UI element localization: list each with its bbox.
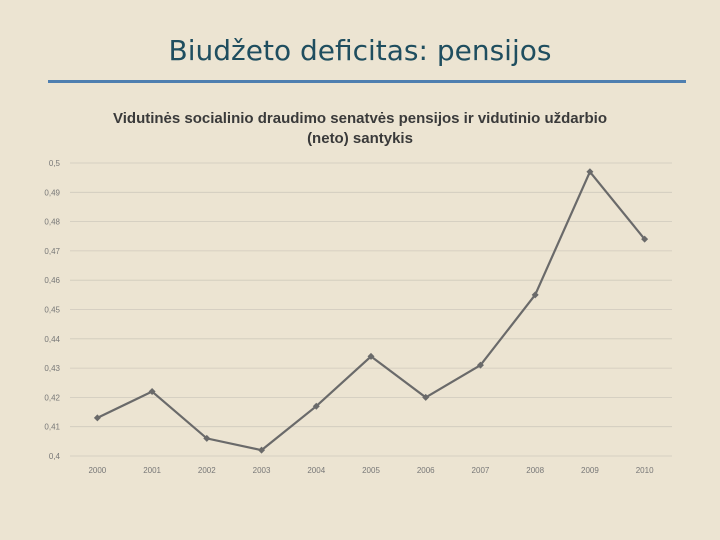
- data-point: [586, 168, 594, 176]
- data-point: [312, 402, 320, 410]
- y-tick-label: 0,47: [44, 247, 60, 256]
- data-point: [531, 291, 539, 299]
- x-tick-label: 2010: [636, 466, 654, 475]
- y-tick-label: 0,46: [44, 276, 60, 285]
- x-tick-label: 2005: [362, 466, 380, 475]
- x-tick-label: 2000: [88, 466, 106, 475]
- data-point: [367, 352, 375, 360]
- y-tick-label: 0,41: [44, 423, 60, 432]
- y-tick-label: 0,43: [44, 364, 60, 373]
- chart-title-line-2: (neto) santykis: [307, 130, 413, 147]
- series-line: [96, 169, 646, 452]
- data-point: [641, 235, 649, 243]
- x-tick-label: 2007: [472, 466, 490, 475]
- data-point: [203, 434, 211, 442]
- data-point: [93, 414, 101, 422]
- y-tick-label: 0,42: [44, 393, 60, 402]
- data-point: [422, 393, 430, 401]
- x-tick-label: 2002: [198, 466, 216, 475]
- y-tick-label: 0,4: [49, 452, 61, 461]
- y-tick-label: 0,45: [44, 306, 60, 315]
- slide-title: Biudžeto deficitas: pensijos: [168, 34, 552, 67]
- data-point: [258, 446, 266, 454]
- y-tick-label: 0,44: [44, 335, 60, 344]
- x-tick-label: 2006: [417, 466, 435, 475]
- x-tick-label: 2004: [307, 466, 325, 475]
- y-tick-label: 0,5: [49, 159, 61, 168]
- y-tick-label: 0,49: [44, 188, 60, 197]
- x-tick-label: 2003: [253, 466, 271, 475]
- x-tick-label: 2008: [526, 466, 544, 475]
- x-tick-label: 2009: [581, 466, 599, 475]
- chart-title: Vidutinės socialinio draudimo senatvės p…: [60, 109, 660, 149]
- y-tick-label: 0,48: [44, 218, 60, 227]
- data-point: [148, 388, 156, 396]
- chart-title-line-1: Vidutinės socialinio draudimo senatvės p…: [113, 110, 607, 127]
- data-point: [476, 361, 484, 369]
- title-underline: [48, 80, 686, 83]
- x-tick-label: 2001: [143, 466, 161, 475]
